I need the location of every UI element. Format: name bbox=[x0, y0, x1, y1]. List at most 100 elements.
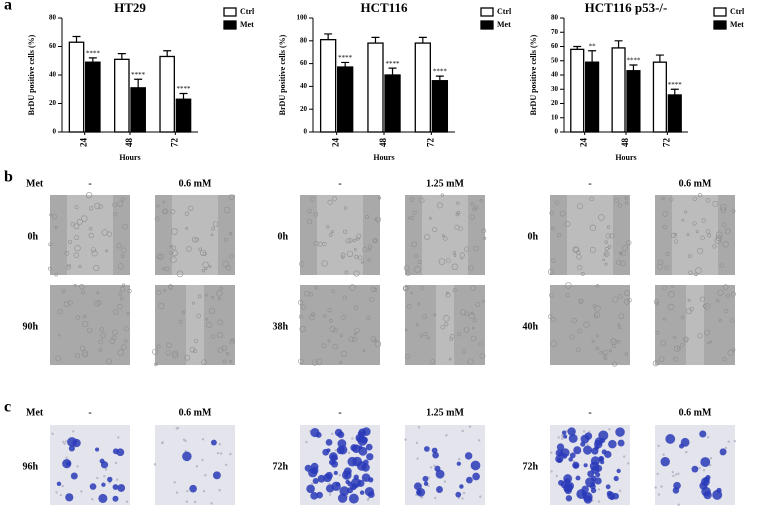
cell bbox=[74, 205, 79, 210]
cell bbox=[455, 212, 460, 217]
cell bbox=[458, 226, 463, 231]
timepoint-label: 40h bbox=[522, 321, 538, 332]
cell bbox=[556, 457, 563, 463]
cell bbox=[81, 290, 85, 295]
pore bbox=[125, 500, 129, 503]
cell bbox=[479, 352, 486, 359]
pore bbox=[305, 440, 308, 444]
cell bbox=[558, 479, 564, 486]
cell bbox=[471, 326, 475, 330]
cell bbox=[470, 335, 477, 342]
cell bbox=[171, 228, 178, 235]
x-tick-label: 48 bbox=[378, 138, 388, 148]
cell bbox=[456, 201, 460, 205]
cell bbox=[315, 432, 322, 438]
cell bbox=[583, 321, 590, 328]
cell bbox=[310, 196, 315, 202]
cell bbox=[93, 264, 100, 272]
cell bbox=[344, 270, 349, 275]
cell bbox=[312, 478, 319, 485]
cell bbox=[185, 226, 189, 230]
significance: **** bbox=[433, 68, 448, 76]
cell bbox=[328, 459, 335, 466]
condition-label: - bbox=[588, 407, 591, 418]
cell bbox=[188, 205, 194, 211]
cell bbox=[225, 265, 231, 271]
cell bbox=[343, 206, 348, 210]
pore bbox=[708, 464, 712, 467]
condition-label: - bbox=[588, 178, 591, 189]
cell bbox=[604, 252, 608, 256]
cell bbox=[106, 231, 112, 237]
cell bbox=[201, 268, 206, 273]
cell bbox=[568, 457, 573, 462]
cell bbox=[565, 481, 575, 491]
treatment-label: Met bbox=[26, 178, 44, 189]
x-tick-label: 24 bbox=[331, 138, 341, 148]
cell bbox=[362, 247, 368, 253]
bar bbox=[337, 66, 354, 133]
micrograph bbox=[50, 285, 130, 365]
y-tick-label: 40 bbox=[300, 82, 308, 90]
cell bbox=[472, 207, 476, 212]
cell bbox=[353, 270, 360, 277]
cell bbox=[366, 315, 371, 320]
pore bbox=[61, 484, 64, 488]
cell bbox=[624, 352, 628, 356]
y-tick-label: 20 bbox=[300, 105, 308, 113]
cell bbox=[657, 259, 664, 265]
cell bbox=[558, 451, 564, 457]
cell bbox=[576, 203, 583, 210]
cell bbox=[121, 247, 127, 253]
error-bar bbox=[134, 78, 143, 88]
cell bbox=[456, 210, 461, 215]
pore bbox=[218, 442, 222, 446]
condition-label: - bbox=[338, 178, 341, 189]
cell bbox=[54, 225, 58, 230]
cell bbox=[556, 443, 565, 451]
cell bbox=[685, 308, 692, 315]
pore bbox=[677, 472, 680, 475]
cell bbox=[378, 196, 382, 200]
cell bbox=[697, 247, 704, 254]
pore bbox=[114, 461, 118, 465]
cell bbox=[603, 251, 610, 258]
cell bbox=[100, 332, 106, 339]
cell bbox=[228, 194, 235, 200]
y-axis-label: BrDU positive cells (%) bbox=[278, 34, 287, 115]
cell bbox=[726, 293, 730, 298]
cell bbox=[608, 439, 617, 449]
cell bbox=[360, 432, 366, 437]
cell bbox=[483, 236, 487, 240]
cell bbox=[433, 313, 437, 317]
pore bbox=[608, 428, 611, 431]
condition-label: 0.6 mM bbox=[679, 178, 712, 189]
cell bbox=[432, 451, 439, 459]
pore bbox=[63, 442, 66, 445]
cell bbox=[341, 255, 345, 259]
pore bbox=[420, 496, 423, 499]
cell bbox=[409, 215, 415, 221]
cell bbox=[328, 233, 333, 237]
pore bbox=[657, 444, 660, 448]
cell bbox=[443, 315, 450, 322]
pore bbox=[461, 497, 464, 500]
cell bbox=[73, 284, 77, 287]
cell bbox=[479, 199, 483, 203]
cell bbox=[124, 339, 128, 343]
cell bbox=[154, 362, 158, 367]
significance: **** bbox=[668, 81, 683, 89]
cell bbox=[712, 200, 719, 207]
cell bbox=[181, 310, 186, 315]
cell bbox=[210, 439, 217, 446]
cell bbox=[607, 245, 612, 249]
cell bbox=[467, 358, 474, 365]
y-tick-label: 100 bbox=[297, 14, 308, 22]
cell bbox=[342, 229, 348, 234]
cell bbox=[440, 193, 444, 197]
cell bbox=[323, 473, 332, 483]
bar bbox=[319, 39, 337, 133]
legend-label: Met bbox=[730, 20, 744, 29]
pore bbox=[427, 484, 430, 488]
cell bbox=[456, 461, 461, 466]
